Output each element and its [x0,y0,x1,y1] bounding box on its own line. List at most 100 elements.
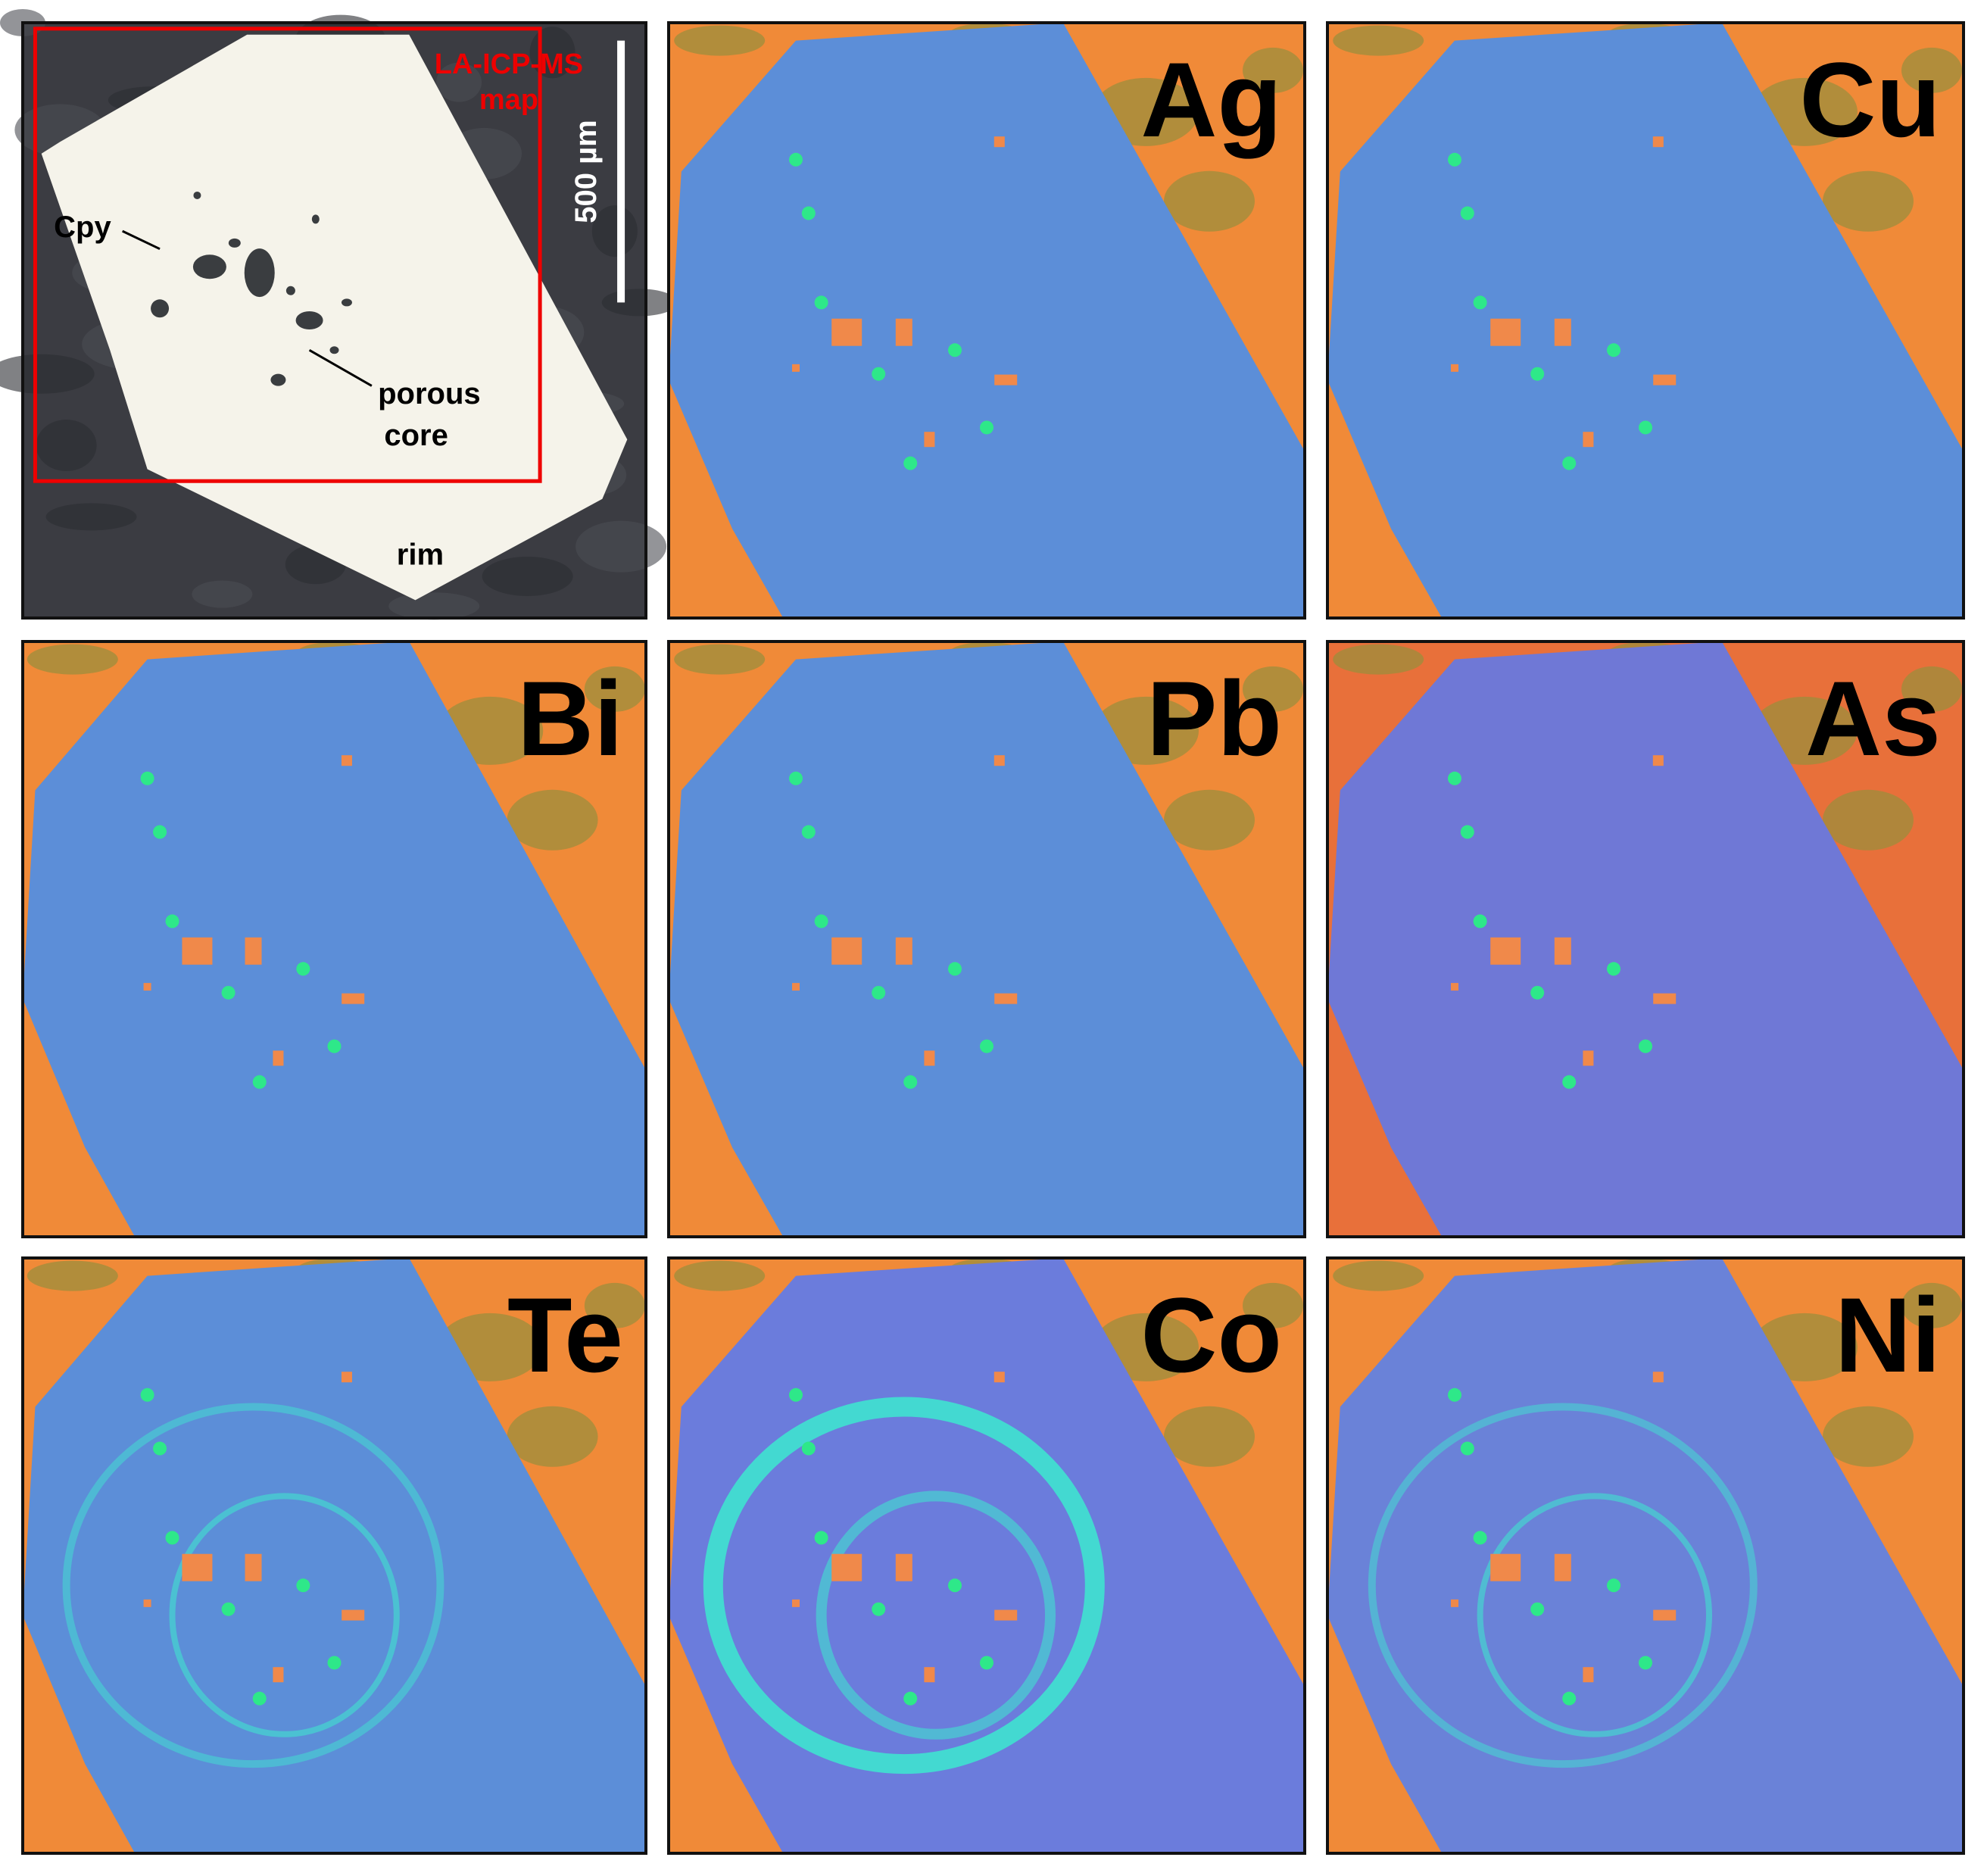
inclusion [792,364,800,372]
hotspot [801,206,816,220]
hotspot [872,367,886,381]
olive-patch [1164,170,1255,232]
hotspot [1448,1387,1461,1402]
element-label: Te [507,1275,623,1394]
olive-patch [1243,1282,1303,1328]
matrix-texture [482,556,573,596]
inclusion [1451,1599,1458,1607]
inclusion [143,982,151,991]
core-label: core [384,419,448,452]
hotspot [1460,206,1474,220]
olive-patch [1333,644,1424,675]
hotspot [252,1691,267,1706]
panel-border [667,21,1306,620]
olive-patch [1823,170,1914,232]
panel-border [1326,640,1965,1238]
element-label: Co [1140,1275,1282,1394]
matrix-texture [192,580,253,608]
hotspot [1562,1691,1577,1706]
hotspot [1448,771,1461,785]
map-label: LA-ICP-MS [435,48,583,80]
hotspot [903,1691,918,1706]
inclusion [1451,364,1458,372]
olive-patch [1164,789,1255,851]
zoning-ring [62,1403,445,1768]
olive-patch [1333,1260,1424,1291]
inclusion [1653,1609,1677,1621]
element-label: Bi [517,659,623,778]
inclusion [1490,1553,1521,1581]
hotspot [1460,1441,1474,1456]
olive-patch [1333,25,1424,56]
hotspot [1607,343,1620,357]
hotspot [980,1656,994,1670]
grain [669,23,1305,618]
hotspot [1473,914,1487,929]
hotspot [801,1441,816,1456]
hotspot [221,1602,236,1616]
hotspot [814,295,828,310]
hotspot [980,1039,994,1053]
inclusion [341,1372,352,1383]
pore [228,238,241,248]
inclusion [994,993,1018,1004]
hotspot [1607,1578,1620,1593]
inclusion [792,982,800,991]
olive-patch [674,25,766,56]
hotspot [252,1075,267,1089]
hotspot [327,1656,342,1670]
olive-patch [584,1282,645,1328]
inclusion [792,1599,800,1607]
hotspot [789,771,803,785]
grain [1327,641,1964,1237]
hotspot [153,825,167,839]
hotspot [1448,152,1461,167]
olive-patch [507,789,598,851]
hotspot [903,456,918,470]
matrix-texture [601,289,678,317]
hotspot [801,825,816,839]
pointer [308,348,373,387]
hotspot [1607,962,1620,976]
inclusion [1451,982,1458,991]
pore [341,298,352,307]
inclusion [182,937,213,965]
inclusion [994,1372,1005,1383]
pore [311,214,320,224]
hotspot [1473,1531,1487,1545]
element-map: Ag [667,21,1306,620]
inclusion [994,374,1018,386]
hotspot [1639,1039,1652,1053]
pore [295,311,323,329]
inclusion [245,937,262,965]
olive-patch [674,644,766,675]
zoning-ring [1368,1403,1758,1768]
hotspot [872,1602,886,1616]
hotspot [1473,295,1487,310]
inclusion [994,136,1005,148]
inclusion [342,1609,365,1621]
hotspot [1562,1075,1577,1089]
matrix-texture [436,62,482,102]
inclusion [831,1553,862,1581]
grain [23,1258,646,1853]
olive-patch [1823,789,1914,851]
inclusion [924,432,935,448]
olive-patch [1823,1406,1914,1467]
hotspot [1460,825,1474,839]
pore [329,346,339,354]
hotspot [296,962,310,976]
olive-patch [584,666,645,712]
element-label: Ag [1140,40,1282,159]
inclusion [1652,136,1664,148]
matrix-texture [388,592,480,620]
panel-border [667,1256,1306,1855]
hotspot [153,1441,167,1456]
map-label: map [479,84,538,116]
hotspot [1562,456,1577,470]
rim-label: rim [397,538,444,571]
inclusion [1583,1050,1594,1066]
element-label: As [1805,659,1941,778]
element-map: Co [667,1256,1306,1855]
